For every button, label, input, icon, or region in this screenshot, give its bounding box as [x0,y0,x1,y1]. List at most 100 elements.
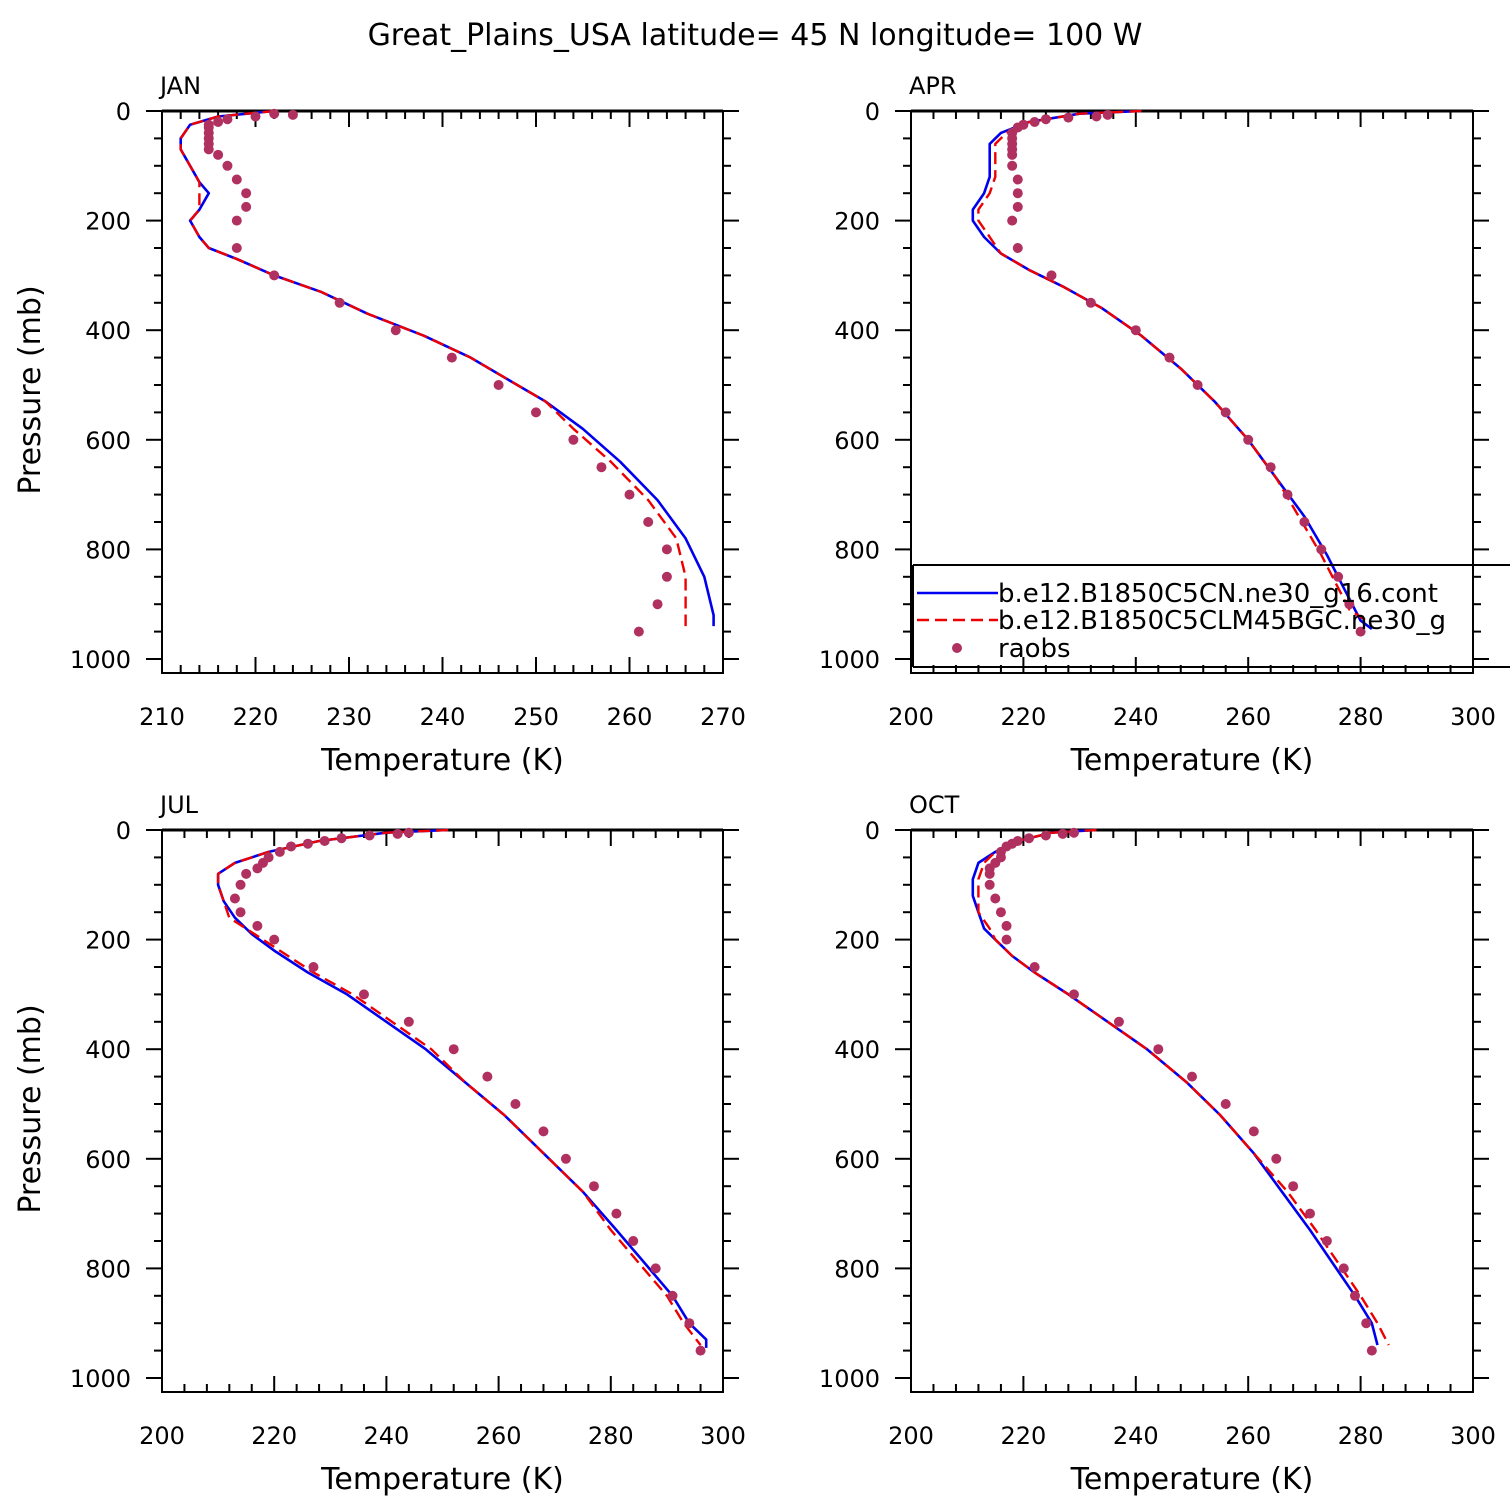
x-tick-label: 200 [139,1422,185,1450]
legend-entry-label: raobs [998,634,1071,664]
obs-point [231,243,242,253]
obs-point [213,116,224,127]
obs-point [302,838,313,849]
legend: b.e12.B1850C5CN.ne30_g16.contb.e12.B1850… [912,564,1510,668]
x-tick-label: 280 [1338,703,1384,731]
obs-point [1220,1099,1231,1109]
x-tick-label: 220 [1000,1422,1046,1450]
y-tick-label: 800 [85,1255,131,1283]
obs-point [1012,174,1023,185]
obs-point [624,489,635,500]
obs-point [213,149,224,160]
obs-point [482,1071,493,1082]
x-tick-label: 210 [139,703,185,731]
panels-group: 210 220 230 240 250 260 270 0 200 400 600 800 1000 JA… [13,72,1496,1497]
obs-point [1113,1016,1124,1027]
model2-line [216,828,702,1346]
obs-point [235,907,246,918]
obs-point [1265,462,1276,473]
obs-point [274,846,285,857]
x-tick-label: 300 [1450,703,1496,731]
obs-point [493,380,504,390]
obs-point [1164,352,1175,363]
panel-jul: 200 220 240 260 280 300 0 200 400 600 800 1000 JUL Te… [13,791,746,1497]
panel-label: JAN [158,72,201,100]
obs-point [222,114,233,125]
obs-point [308,962,319,972]
obs-point [1288,1181,1299,1192]
obs-point [1271,1153,1282,1164]
obs-point [334,297,345,308]
obs-point [1040,830,1051,841]
plot-frame [161,829,724,1393]
obs-point [1349,1290,1360,1301]
x-tick-label: 240 [1113,1422,1159,1450]
obs-point [984,879,995,890]
y-tick-label: 200 [85,927,131,955]
model2-line [977,828,1390,1346]
obs-point [1029,962,1040,972]
panel-label: JUL [158,791,199,819]
y-axis-label: Pressure (mb) [13,285,48,494]
y-tick-label: 600 [85,427,131,455]
obs-point [1102,109,1113,120]
obs-point [596,462,607,473]
obs-point [392,828,403,839]
x-axis-label: Temperature (K) [1070,743,1314,778]
y-tick-label: 400 [834,317,880,345]
y-tick-label: 0 [116,817,131,845]
panel-apr: 200 220 240 260 280 300 0 200 400 600 800 1000 APR Te… [819,72,1496,778]
obs-point [1085,297,1096,308]
obs-point [1068,827,1079,838]
obs-point [695,1345,706,1356]
obs-point [250,111,261,122]
obs-point [1316,544,1327,555]
panel-oct: 200 220 240 260 280 300 0 200 400 600 800 1000 OCT Te… [819,791,1496,1497]
x-axis-label: Temperature (K) [320,1462,564,1497]
x-tick-label: 260 [607,703,653,731]
obs-point [1029,116,1040,127]
plot-frame [910,829,1474,1393]
obs-point [1001,934,1012,945]
y-tick-label: 200 [85,208,131,236]
y-tick-label: 600 [85,1146,131,1174]
x-tick-label: 220 [1000,703,1046,731]
obs-point [643,517,654,527]
obs-point [1366,1345,1377,1356]
obs-point [1361,1318,1372,1329]
y-tick-label: 1000 [819,1365,880,1393]
obs-point [286,841,297,852]
obs-point [1040,114,1051,125]
obs-point [269,270,280,281]
obs-point [1243,434,1254,445]
obs-point [1001,920,1012,931]
obs-point [684,1318,695,1329]
obs-point [269,934,280,945]
x-tick-label: 200 [888,703,934,731]
y-tick-label: 400 [85,1036,131,1064]
obs-point [568,434,579,445]
x-axis-label: Temperature (K) [320,743,564,778]
panel-jan: 210 220 230 240 250 260 270 0 200 400 600 800 1000 JA… [13,72,746,778]
obs-point [203,144,214,155]
obs-point [1046,270,1057,281]
x-tick-label: 250 [513,703,559,731]
y-tick-label: 800 [834,1255,880,1283]
x-tick-label: 240 [420,703,466,731]
obs-point [252,920,263,931]
obs-point [319,835,330,846]
obs-point [1282,489,1293,500]
x-tick-label: 240 [363,1422,409,1450]
obs-point [403,1016,414,1027]
panel-label: APR [909,72,957,100]
y-tick-label: 1000 [819,646,880,674]
model1-line [216,828,708,1348]
obs-point [448,1044,459,1055]
x-axis-label: Temperature (K) [1070,1462,1314,1497]
obs-point [611,1208,622,1219]
obs-point [269,108,280,119]
obs-point [652,599,663,610]
obs-point [1321,1236,1332,1246]
obs-point [667,1290,678,1301]
obs-point [231,215,242,226]
